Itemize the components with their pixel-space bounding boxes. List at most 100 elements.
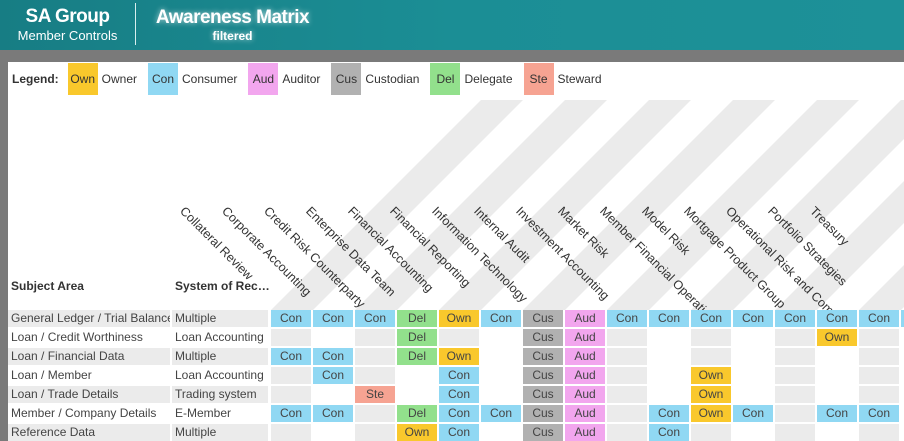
matrix-cell[interactable]: Del [397,405,437,422]
matrix-cell[interactable] [271,424,311,441]
matrix-cell[interactable] [817,367,857,384]
matrix-cell[interactable]: Cus [523,424,563,441]
matrix-cell[interactable] [481,386,521,403]
matrix-cell[interactable]: Aud [565,405,605,422]
brand[interactable]: SA Group Member Controls [0,6,135,43]
matrix-cell[interactable]: Con [817,310,857,327]
matrix-cell[interactable]: Cus [523,310,563,327]
matrix-cell[interactable]: Con [607,310,647,327]
matrix-cell[interactable]: Aud [565,386,605,403]
matrix-cell[interactable] [775,348,815,365]
matrix-cell[interactable]: Aud [565,329,605,346]
matrix-cell[interactable]: Con [313,348,353,365]
matrix-cell[interactable] [355,348,395,365]
matrix-cell[interactable] [691,348,731,365]
matrix-cell[interactable] [481,367,521,384]
matrix-cell[interactable] [271,367,311,384]
matrix-cell[interactable] [481,424,521,441]
subject-area-cell[interactable]: Loan / Credit Worthiness [11,330,143,344]
matrix-cell[interactable]: Con [271,348,311,365]
matrix-cell[interactable] [733,424,773,441]
matrix-cell[interactable] [649,386,689,403]
matrix-cell[interactable] [607,405,647,422]
matrix-cell[interactable]: Del [397,348,437,365]
matrix-cell[interactable] [607,424,647,441]
matrix-cell[interactable]: Own [397,424,437,441]
matrix-cell[interactable]: Con [271,310,311,327]
matrix-cell[interactable] [859,348,899,365]
matrix-cell[interactable] [607,386,647,403]
matrix-cell[interactable] [691,424,731,441]
matrix-cell[interactable] [397,386,437,403]
matrix-cell[interactable] [271,329,311,346]
subject-area-cell[interactable]: Loan / Financial Data [8,348,170,365]
matrix-cell[interactable]: Con [733,310,773,327]
matrix-cell[interactable]: Own [439,310,479,327]
matrix-cell[interactable] [859,386,899,403]
matrix-cell[interactable]: Own [817,329,857,346]
matrix-cell[interactable]: Ste [355,386,395,403]
matrix-cell[interactable]: Own [691,405,731,422]
matrix-cell[interactable]: Con [691,310,731,327]
matrix-cell[interactable]: Cus [523,386,563,403]
matrix-cell[interactable]: Con [481,310,521,327]
matrix-cell[interactable] [271,386,311,403]
matrix-cell[interactable]: Con [649,405,689,422]
matrix-cell[interactable] [355,367,395,384]
matrix-cell[interactable] [733,329,773,346]
matrix-cell[interactable]: Con [733,405,773,422]
matrix-cell[interactable]: Con [313,310,353,327]
matrix-cell[interactable] [481,348,521,365]
subject-area-cell[interactable]: Loan / Member [11,368,92,382]
matrix-cell[interactable] [481,329,521,346]
matrix-cell[interactable]: Own [439,348,479,365]
matrix-cell[interactable]: Con [859,310,899,327]
matrix-cell[interactable] [775,329,815,346]
matrix-cell[interactable] [733,348,773,365]
matrix-cell[interactable] [775,367,815,384]
matrix-cell[interactable] [733,386,773,403]
matrix-cell[interactable]: Con [859,405,899,422]
matrix-cell[interactable] [313,386,353,403]
matrix-cell[interactable] [691,329,731,346]
matrix-cell[interactable]: Con [481,405,521,422]
matrix-cell[interactable]: Con [817,405,857,422]
matrix-cell[interactable] [859,367,899,384]
matrix-cell[interactable]: Con [439,424,479,441]
matrix-cell[interactable] [775,405,815,422]
matrix-cell[interactable]: Con [649,424,689,441]
matrix-cell[interactable] [775,386,815,403]
matrix-cell[interactable]: Cus [523,367,563,384]
matrix-cell[interactable]: Con [649,310,689,327]
matrix-cell[interactable]: Con [439,367,479,384]
matrix-cell[interactable] [817,386,857,403]
matrix-cell[interactable] [355,405,395,422]
matrix-cell[interactable] [607,367,647,384]
matrix-cell[interactable]: Aud [565,424,605,441]
subject-area-cell[interactable]: Member / Company Details [11,406,157,420]
matrix-cell[interactable] [817,424,857,441]
matrix-cell[interactable] [439,329,479,346]
matrix-cell[interactable] [355,329,395,346]
matrix-cell[interactable] [313,329,353,346]
subject-area-cell[interactable]: Reference Data [8,424,170,441]
matrix-cell[interactable] [355,424,395,441]
matrix-cell[interactable] [649,367,689,384]
matrix-cell[interactable] [607,329,647,346]
subject-area-cell[interactable]: Loan / Trade Details [8,386,170,403]
matrix-cell[interactable] [775,424,815,441]
subject-area-cell[interactable]: General Ledger / Trial Balance [8,310,170,327]
matrix-cell[interactable] [649,329,689,346]
matrix-cell[interactable] [733,367,773,384]
matrix-cell[interactable]: Aud [565,367,605,384]
matrix-cell[interactable] [607,348,647,365]
matrix-cell[interactable]: Cus [523,329,563,346]
column-header[interactable]: Collateral Review [177,204,256,283]
matrix-cell[interactable]: Aud [565,310,605,327]
matrix-cell[interactable]: Con [901,310,904,327]
matrix-cell[interactable]: Cus [523,348,563,365]
matrix-cell[interactable] [649,348,689,365]
matrix-cell[interactable]: Con [439,386,479,403]
matrix-cell[interactable]: Aud [565,348,605,365]
matrix-cell[interactable] [313,424,353,441]
